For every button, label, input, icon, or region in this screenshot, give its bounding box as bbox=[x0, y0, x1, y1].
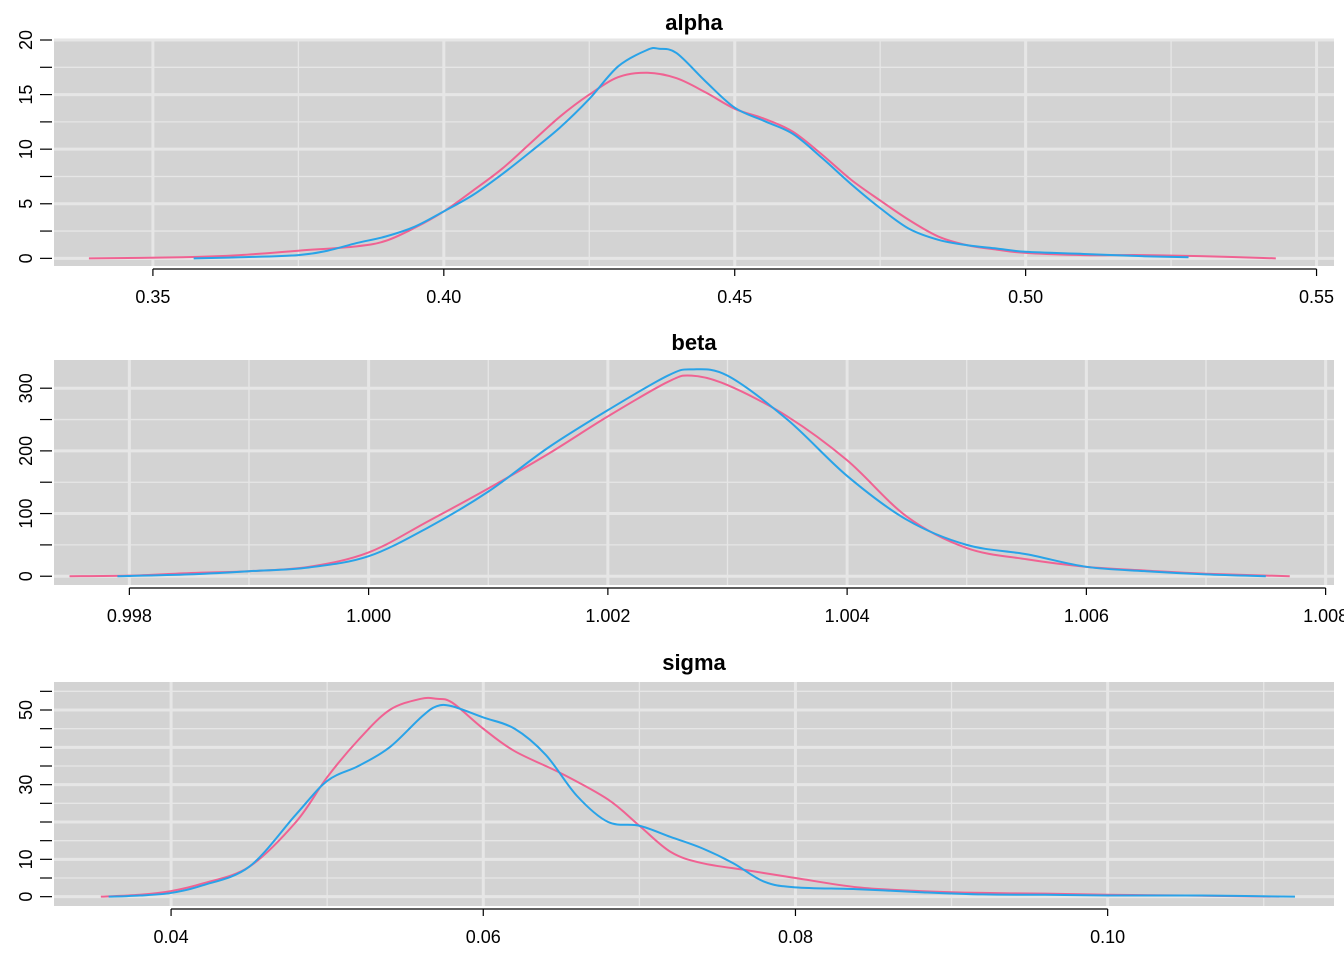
x-tick-label: 0.08 bbox=[778, 927, 813, 947]
y-tick-label: 200 bbox=[16, 436, 36, 466]
y-tick-label: 10 bbox=[16, 849, 36, 869]
x-tick-label: 0.35 bbox=[135, 287, 170, 307]
panel-alpha: 0.35 0.40 0.45 0.50 0.55 0 5 10 15 20 alpha bbox=[16, 10, 1334, 307]
x-tick-label: 0.06 bbox=[466, 927, 501, 947]
x-tick-label: 0.45 bbox=[717, 287, 752, 307]
density-line-chain-1 bbox=[88, 71, 1276, 260]
panel-title: beta bbox=[671, 330, 717, 355]
density-line-chain-2 bbox=[108, 703, 1295, 898]
x-tick-label: 0.40 bbox=[426, 287, 461, 307]
y-tick-label: 5 bbox=[16, 199, 36, 209]
panel-title: alpha bbox=[665, 10, 723, 35]
y-tick-label: 20 bbox=[16, 30, 36, 50]
panel-title: sigma bbox=[662, 650, 726, 675]
y-tick-label: 300 bbox=[16, 373, 36, 403]
density-line-chain-2 bbox=[193, 46, 1189, 260]
density-line-chain-1 bbox=[100, 696, 1280, 898]
y-tick-label: 15 bbox=[16, 85, 36, 105]
x-tick-label: 1.004 bbox=[825, 606, 870, 626]
x-tick-label: 0.10 bbox=[1090, 927, 1125, 947]
y-tick-label: 0 bbox=[16, 892, 36, 902]
x-tick-label: 1.000 bbox=[346, 606, 391, 626]
y-tick-label: 0 bbox=[16, 253, 36, 263]
panel-sigma: 0.04 0.06 0.08 0.10 0 10 30 50 sigma bbox=[16, 650, 1334, 947]
x-tick-label: 0.55 bbox=[1299, 287, 1334, 307]
x-tick-label: 0.998 bbox=[107, 606, 152, 626]
y-tick-label: 0 bbox=[16, 571, 36, 581]
x-tick-label: 0.04 bbox=[154, 927, 189, 947]
x-tick-label: 1.006 bbox=[1064, 606, 1109, 626]
x-tick-label: 1.002 bbox=[585, 606, 630, 626]
x-tick-label: 0.50 bbox=[1008, 287, 1043, 307]
panel-beta: 0.998 1.000 1.002 1.004 1.006 1.008 0 100 200 300… bbox=[16, 330, 1344, 626]
density-line-chain-2 bbox=[117, 368, 1266, 578]
y-tick-label: 10 bbox=[16, 139, 36, 159]
plot-background bbox=[54, 360, 1334, 585]
x-tick-label: 1.008 bbox=[1303, 606, 1344, 626]
plot-background bbox=[54, 40, 1334, 266]
y-tick-label: 50 bbox=[16, 700, 36, 720]
y-tick-label: 30 bbox=[16, 775, 36, 795]
y-tick-label: 100 bbox=[16, 499, 36, 529]
plot-background bbox=[54, 682, 1334, 906]
